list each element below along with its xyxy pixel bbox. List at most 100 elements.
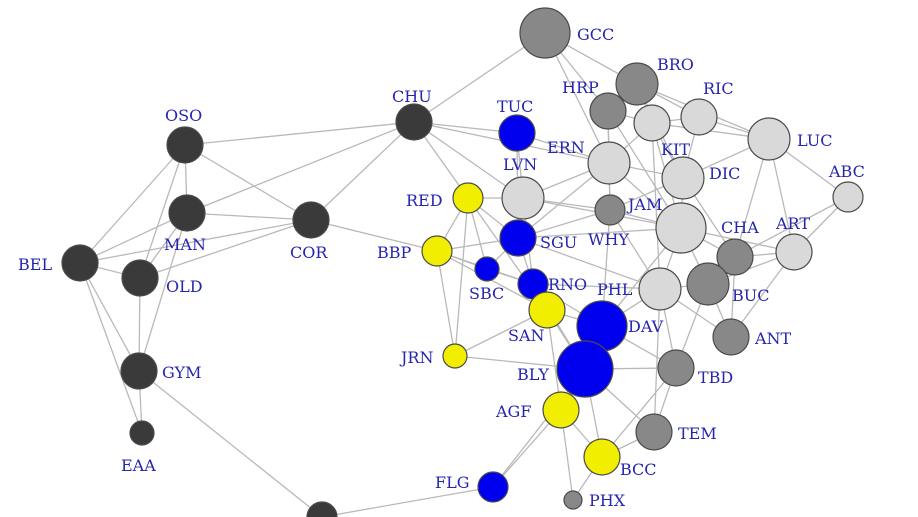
node-label-jam: JAM <box>626 195 662 214</box>
node-sgu <box>499 219 537 257</box>
edge-oso-cor <box>184 144 312 221</box>
node-layer <box>61 7 864 517</box>
node-bly <box>556 340 614 398</box>
edge-flg-bot <box>321 486 494 517</box>
edge-bel-cor <box>79 219 312 264</box>
node-label-bel: BEL <box>18 255 52 274</box>
node-lvn <box>501 176 545 220</box>
node-label-ant: ANT <box>754 329 792 348</box>
node-label-bro: BRO <box>657 55 694 74</box>
node-label-tuc: TUC <box>497 97 533 116</box>
node-label-hrp: HRP <box>562 78 599 97</box>
node-label-luc: LUC <box>797 131 832 150</box>
node-ric <box>680 98 718 136</box>
edge-oso-bel <box>79 144 186 264</box>
node-label-bcc: BCC <box>620 460 657 479</box>
node-gym <box>120 352 158 390</box>
node-label-gym: GYM <box>162 363 201 382</box>
node-sbc <box>474 256 500 282</box>
edge-cor-bbp <box>310 219 438 252</box>
node-chu <box>395 103 433 141</box>
node-kit <box>633 104 671 142</box>
node-label-oso: OSO <box>165 106 202 125</box>
node-label-sgu: SGU <box>540 233 577 252</box>
node-hrp <box>589 92 627 130</box>
node-art <box>775 233 813 271</box>
edge-abc-cha <box>734 196 849 258</box>
node-dic <box>661 156 705 200</box>
node-ern <box>587 141 631 185</box>
node-label-agf: AGF <box>495 402 531 421</box>
node-label-bly: BLY <box>517 365 549 384</box>
node-label-cha: CHA <box>721 218 759 237</box>
node-label-lvn: LVN <box>503 155 537 174</box>
node-bel <box>61 244 99 282</box>
edge-chu-gcc <box>413 32 546 123</box>
node-cha <box>716 238 754 276</box>
edge-old-cor <box>139 219 312 279</box>
node-label-ern: ERN <box>547 138 585 157</box>
edge-cor-chu <box>310 121 415 221</box>
node-label-dic: DIC <box>709 164 740 183</box>
node-flg <box>477 471 509 503</box>
node-san <box>528 291 566 329</box>
edge-chu-lvn <box>413 121 524 199</box>
edge-man-chu <box>186 121 415 214</box>
node-label-ric: RIC <box>703 79 734 98</box>
node-label-bbp: BBP <box>377 243 412 262</box>
edge-bel-eaa <box>79 262 143 434</box>
node-label-man: MAN <box>164 235 206 254</box>
node-why <box>655 202 707 254</box>
node-cor <box>292 201 330 239</box>
node-ant <box>712 318 750 356</box>
node-agf <box>542 391 580 429</box>
node-label-san: SAN <box>508 326 545 345</box>
node-label-abc: ABC <box>828 162 865 181</box>
node-phl <box>638 267 682 311</box>
node-label-gcc: GCC <box>577 25 614 44</box>
label-layer: GCC BRO HRP RIC TUC CHU OSO KIT LUC ERN LVN DIC ABC R… <box>18 25 865 510</box>
node-label-old: OLD <box>166 277 203 296</box>
node-label-flg: FLG <box>435 473 470 492</box>
node-label-red: RED <box>406 191 443 210</box>
node-eaa <box>129 420 155 446</box>
node-label-kit: KIT <box>661 140 690 159</box>
edge-man-bel <box>79 212 188 264</box>
node-label-art: ART <box>775 214 810 233</box>
edge-oso-chu <box>184 121 415 146</box>
node-label-phl: PHL <box>597 280 633 299</box>
node-oso <box>166 126 204 164</box>
node-tem <box>635 413 673 451</box>
node-label-cor: COR <box>290 243 328 262</box>
node-label-dav: DAV <box>628 317 664 336</box>
edge-bel-gym <box>79 262 140 372</box>
node-label-phx: PHX <box>589 491 626 510</box>
node-bot <box>306 501 338 517</box>
edge-gym-bot <box>138 370 323 517</box>
edge-oso-old <box>139 144 186 279</box>
node-label-jrn: JRN <box>399 348 433 367</box>
node-luc <box>747 117 791 161</box>
edge-sgu-phl <box>517 237 661 290</box>
node-abc <box>832 181 864 213</box>
node-gcc <box>519 7 571 59</box>
node-old <box>121 259 159 297</box>
node-label-why: WHY <box>588 230 629 249</box>
edge-man-cor <box>186 212 312 221</box>
node-label-rno: RNO <box>548 275 587 294</box>
edge-why-sgu <box>517 227 682 239</box>
node-label-tbd: TBD <box>698 368 733 387</box>
node-phx <box>563 490 583 510</box>
node-man <box>168 194 206 232</box>
node-tbd <box>657 349 695 387</box>
node-label-eaa: EAA <box>121 456 156 475</box>
node-tuc <box>498 114 536 152</box>
node-red <box>452 182 484 214</box>
node-label-buc: BUC <box>732 286 769 305</box>
edge-phl-tem <box>653 288 661 433</box>
node-bbp <box>421 235 453 267</box>
edge-bbp-jrn <box>436 250 456 357</box>
edge-red-jrn <box>454 197 469 357</box>
node-jrn <box>442 343 468 369</box>
